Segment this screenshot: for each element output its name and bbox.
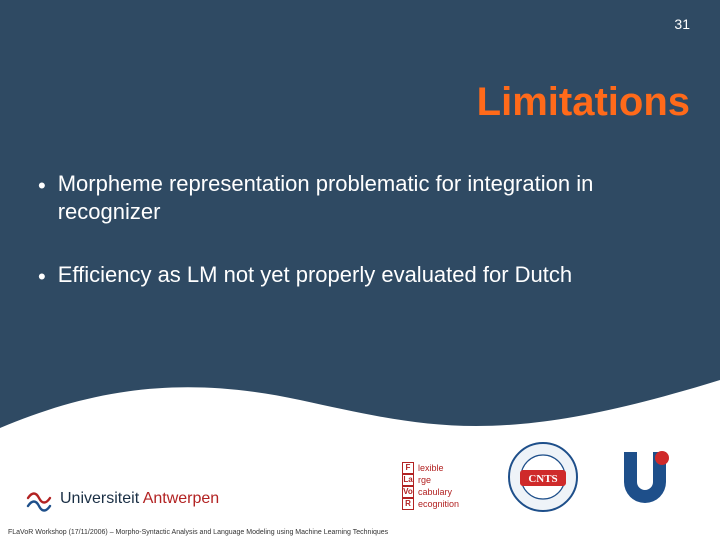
- u-logo-icon: [610, 442, 680, 512]
- ua-uni: Universiteit: [60, 490, 139, 507]
- bullet-dot-icon: •: [38, 263, 46, 291]
- cnts-logo-icon: CNTS: [500, 438, 586, 516]
- ua-text: Universiteit Antwerpen: [60, 490, 219, 508]
- logo-row: Universiteit Antwerpen F lexible La rge …: [0, 442, 720, 518]
- slide-title: Limitations: [477, 80, 690, 125]
- flavor-box-letter: F: [402, 462, 414, 474]
- footnote: FLaVoR Workshop (17/11/2006) – Morpho-Sy…: [8, 529, 388, 536]
- flavor-row: F lexible: [402, 462, 459, 474]
- flavor-row: La rge: [402, 474, 459, 486]
- bullet-dot-icon: •: [38, 172, 46, 200]
- flavor-word: cabulary: [418, 487, 452, 497]
- bullet-item: • Efficiency as LM not yet properly eval…: [38, 261, 690, 291]
- bullet-text: Efficiency as LM not yet properly evalua…: [58, 261, 690, 289]
- flavor-word: lexible: [418, 463, 444, 473]
- ua-wave-icon: [26, 486, 52, 512]
- bullet-item: • Morpheme representation problematic fo…: [38, 170, 690, 225]
- ua-city: Antwerpen: [143, 490, 220, 507]
- flavor-word: rge: [418, 475, 431, 485]
- flavor-acronym-block: F lexible La rge Vo cabulary R ecognitio…: [402, 462, 459, 510]
- flavor-box-letter: R: [402, 498, 414, 510]
- flavor-word: ecognition: [418, 499, 459, 509]
- flavor-box-letter: Vo: [402, 486, 414, 498]
- bullet-text: Morpheme representation problematic for …: [58, 170, 690, 225]
- cnts-label: CNTS: [528, 473, 557, 485]
- flavor-box-letter: La: [402, 474, 414, 486]
- page-number: 31: [674, 16, 690, 32]
- flavor-row: R ecognition: [402, 498, 459, 510]
- bullet-list: • Morpheme representation problematic fo…: [38, 170, 690, 327]
- universiteit-antwerpen-logo: Universiteit Antwerpen: [26, 486, 219, 512]
- slide: 31 Limitations • Morpheme representation…: [0, 0, 720, 540]
- flavor-row: Vo cabulary: [402, 486, 459, 498]
